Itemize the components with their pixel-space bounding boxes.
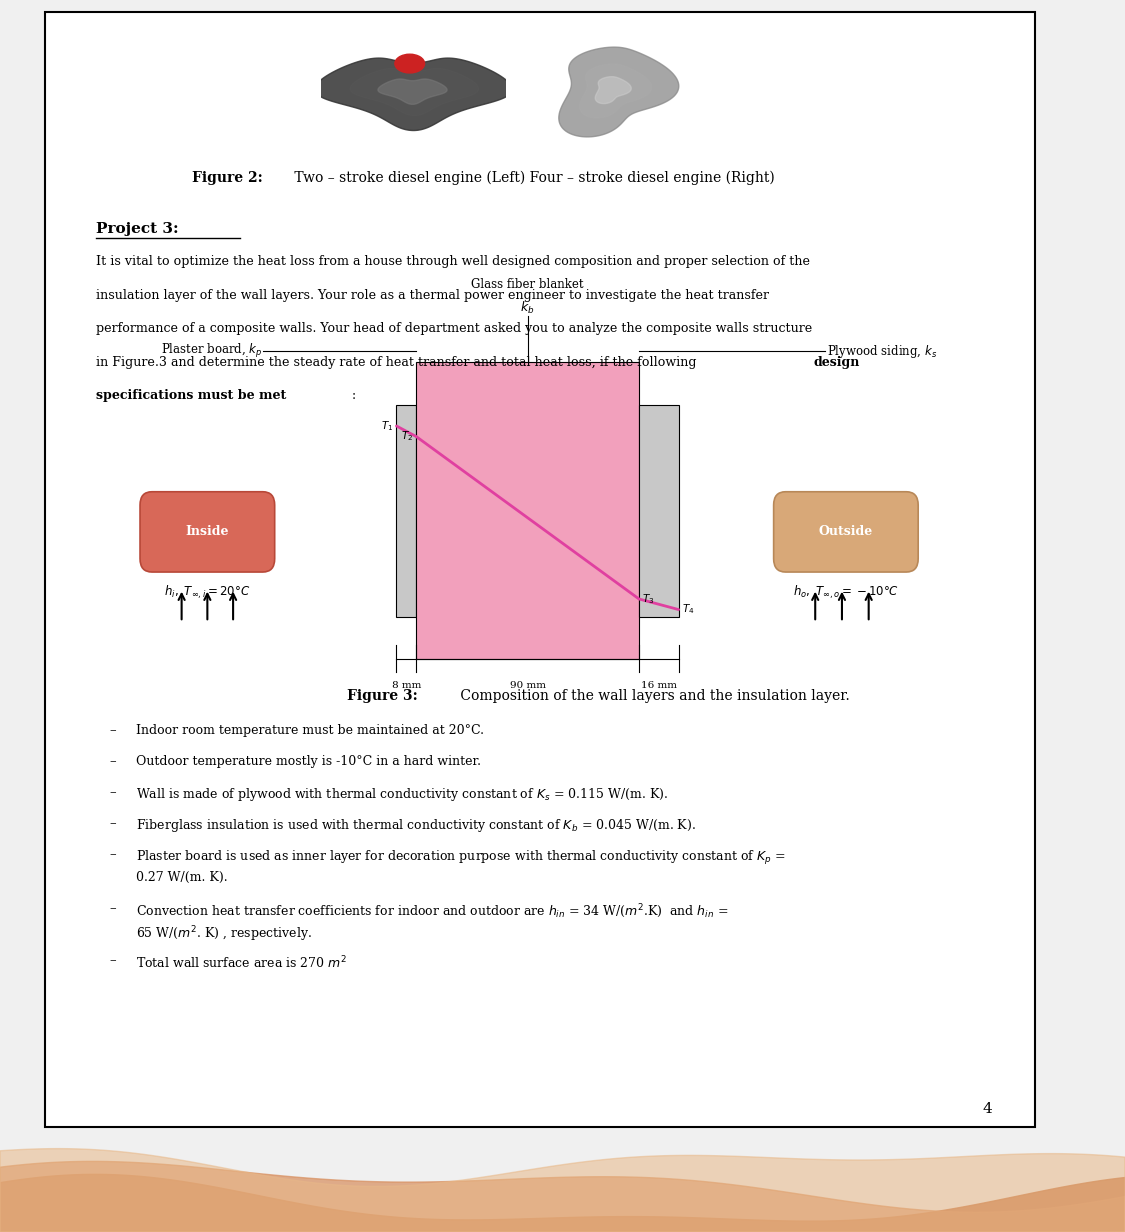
Text: $T_2$: $T_2$ xyxy=(402,430,413,444)
Text: insulation layer of the wall layers. Your role as a thermal power engineer to in: insulation layer of the wall layers. You… xyxy=(97,288,770,302)
Text: –: – xyxy=(109,955,116,967)
Text: :: : xyxy=(352,389,356,402)
Text: Figure 2:: Figure 2: xyxy=(191,171,262,185)
Text: $T_4$: $T_4$ xyxy=(682,602,694,616)
Text: Plaster board is used as inner layer for decoration purpose with thermal conduct: Plaster board is used as inner layer for… xyxy=(136,849,785,866)
Text: –: – xyxy=(109,786,116,800)
Polygon shape xyxy=(315,58,512,131)
Text: performance of a composite walls. Your head of department asked you to analyze t: performance of a composite walls. Your h… xyxy=(97,323,812,335)
Text: 90 mm: 90 mm xyxy=(510,681,546,690)
Text: Project 3:: Project 3: xyxy=(97,222,179,237)
Text: Fiberglass insulation is used with thermal conductivity constant of $K_b$ = 0.04: Fiberglass insulation is used with therm… xyxy=(136,817,696,834)
Polygon shape xyxy=(378,79,447,105)
Text: Glass fiber blanket: Glass fiber blanket xyxy=(471,278,584,291)
Text: 4: 4 xyxy=(982,1103,992,1116)
Text: $T_1$: $T_1$ xyxy=(381,419,394,432)
Polygon shape xyxy=(595,76,631,103)
FancyBboxPatch shape xyxy=(774,492,918,572)
Text: Convection heat transfer coefficients for indoor and outdoor are $h_{in}$ = 34 W: Convection heat transfer coefficients fo… xyxy=(136,902,728,920)
Bar xyxy=(416,362,639,659)
Text: –: – xyxy=(109,849,116,861)
Circle shape xyxy=(395,54,424,73)
Text: –: – xyxy=(109,902,116,915)
Text: –: – xyxy=(109,755,116,768)
Text: Two – stroke diesel engine (Left) Four – stroke diesel engine (Right): Two – stroke diesel engine (Left) Four –… xyxy=(289,171,774,185)
Text: $k_b$: $k_b$ xyxy=(521,299,534,315)
Text: in Figure.3 and determine the steady rate of heat transfer and total heat loss, : in Figure.3 and determine the steady rat… xyxy=(97,356,701,368)
Text: specifications must be met: specifications must be met xyxy=(97,389,287,402)
Text: 8 mm: 8 mm xyxy=(392,681,421,690)
Text: –: – xyxy=(109,723,116,737)
Polygon shape xyxy=(350,69,478,116)
Text: 16 mm: 16 mm xyxy=(641,681,677,690)
Bar xyxy=(396,405,416,617)
Polygon shape xyxy=(559,47,678,137)
Text: Composition of the wall layers and the insulation layer.: Composition of the wall layers and the i… xyxy=(456,689,849,703)
Text: Wall is made of plywood with thermal conductivity constant of $K_s$ = 0.115 W/(m: Wall is made of plywood with thermal con… xyxy=(136,786,668,803)
Text: Indoor room temperature must be maintained at 20°C.: Indoor room temperature must be maintain… xyxy=(136,723,484,737)
Text: $h_o,\ T_{\infty,o} = -10°C$: $h_o,\ T_{\infty,o} = -10°C$ xyxy=(793,583,899,600)
Text: It is vital to optimize the heat loss from a house through well designed composi: It is vital to optimize the heat loss fr… xyxy=(97,255,810,269)
Text: –: – xyxy=(109,817,116,830)
Text: Outside: Outside xyxy=(819,525,873,538)
Text: Total wall surface area is 270 $m^2$: Total wall surface area is 270 $m^2$ xyxy=(136,955,348,971)
Text: $T_3$: $T_3$ xyxy=(642,593,655,606)
Text: Inside: Inside xyxy=(186,525,229,538)
Text: design: design xyxy=(813,356,860,368)
Text: Figure 3:: Figure 3: xyxy=(346,689,417,703)
Text: Outdoor temperature mostly is -10°C in a hard winter.: Outdoor temperature mostly is -10°C in a… xyxy=(136,755,482,768)
Text: Plywood siding, $k_s$: Plywood siding, $k_s$ xyxy=(827,342,937,360)
FancyBboxPatch shape xyxy=(140,492,274,572)
Polygon shape xyxy=(579,64,651,118)
Text: 65 W/($m^2$. K) , respectively.: 65 W/($m^2$. K) , respectively. xyxy=(136,924,312,944)
Text: Plaster board, $k_p$: Plaster board, $k_p$ xyxy=(161,342,263,360)
Bar xyxy=(639,405,678,617)
Text: $h_i,\ T_{\infty,i} = 20°C$: $h_i,\ T_{\infty,i} = 20°C$ xyxy=(164,583,251,600)
Text: 0.27 W/(m. K).: 0.27 W/(m. K). xyxy=(136,871,227,883)
